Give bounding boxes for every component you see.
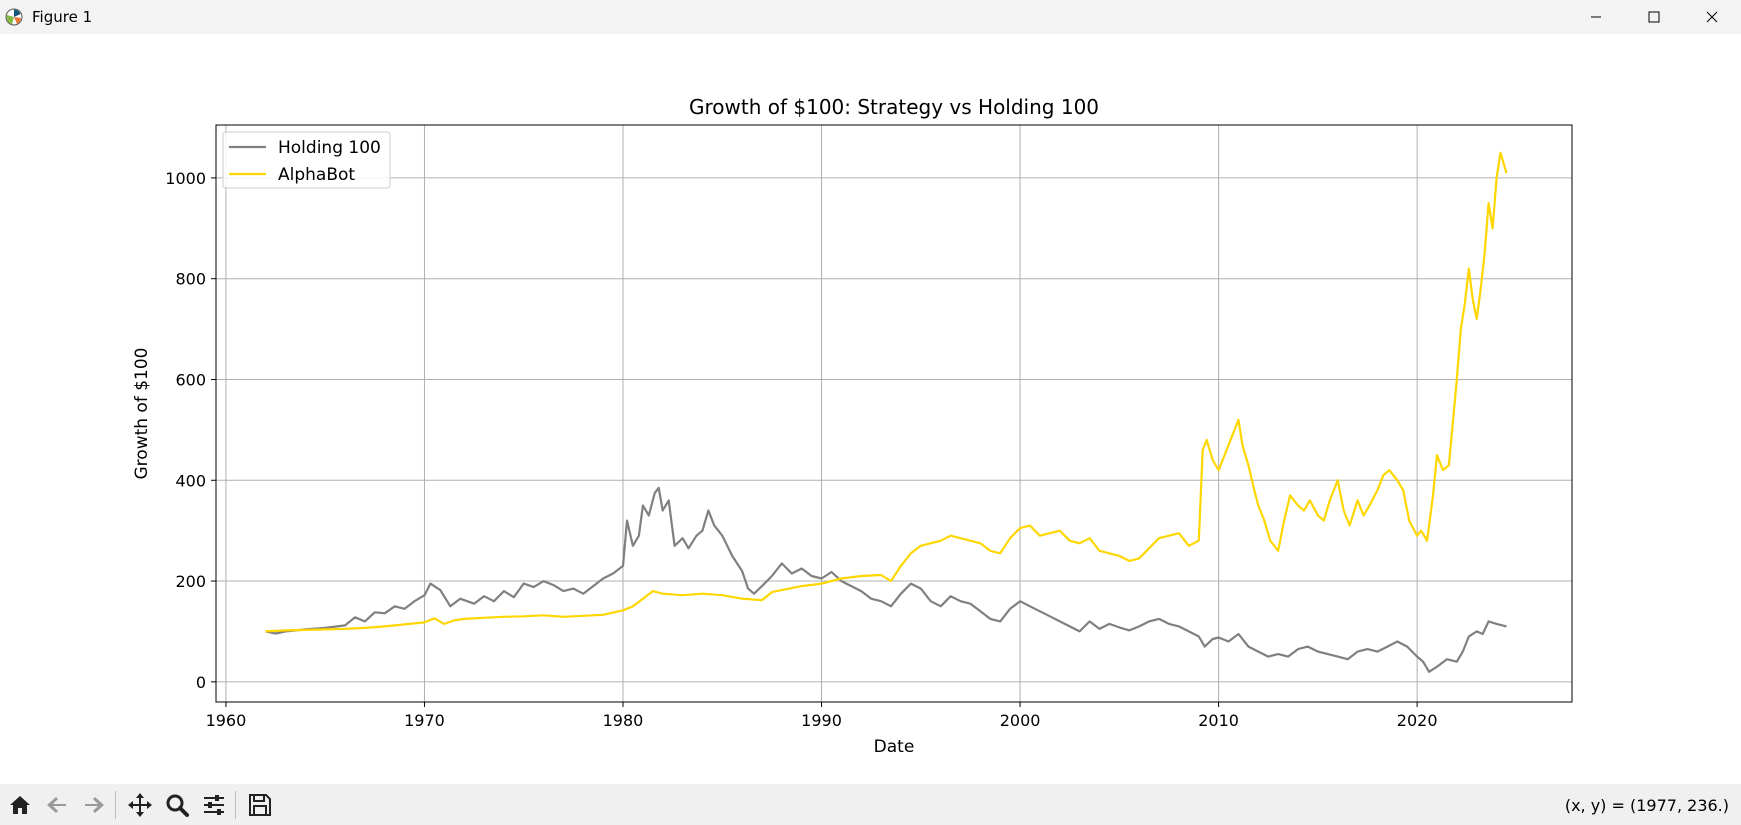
navigation-toolbar: (x, y) = (1977, 236.) (0, 784, 1741, 825)
forward-icon (85, 796, 104, 813)
zoom-button[interactable] (160, 788, 194, 822)
back-button[interactable] (40, 788, 74, 822)
y-tick-label: 400 (175, 471, 206, 490)
x-tick-label: 1960 (206, 711, 247, 730)
x-tick-label: 1990 (801, 711, 842, 730)
x-tick-label: 1970 (404, 711, 445, 730)
series-line-alphabot (265, 151, 1508, 633)
window-title: Figure 1 (32, 8, 93, 26)
back-icon (47, 796, 66, 813)
axis-ticks: 1960 1970 1980 1990 2000 2010 2020 0 200 400 600 80… (165, 169, 1437, 730)
minimize-button[interactable] (1567, 0, 1625, 34)
figure-canvas[interactable]: 1960 1970 1980 1990 2000 2010 2020 0 200 400 600 80… (0, 34, 1741, 784)
home-button[interactable] (3, 788, 37, 822)
maximize-icon (1648, 11, 1660, 23)
series-layer (265, 151, 1508, 673)
chart-title: Growth of $100: Strategy vs Holding 100 (689, 95, 1099, 119)
window-controls (1567, 0, 1741, 34)
matplotlib-app-icon (4, 7, 24, 27)
zoom-icon (166, 794, 189, 817)
y-tick-label: 1000 (165, 169, 206, 188)
home-icon (10, 795, 30, 814)
line-chart: 1960 1970 1980 1990 2000 2010 2020 0 200 400 600 80… (132, 95, 1573, 757)
toolbar-separator (235, 790, 236, 819)
maximize-button[interactable] (1625, 0, 1683, 34)
pan-icon (128, 792, 152, 817)
y-axis-label: Growth of $100 (132, 348, 152, 480)
x-tick-label: 2010 (1198, 711, 1239, 730)
configure-icon (204, 794, 224, 815)
close-icon (1706, 11, 1718, 23)
y-tick-label: 200 (175, 572, 206, 591)
y-tick-label: 0 (196, 673, 206, 692)
forward-button[interactable] (77, 788, 111, 822)
x-tick-label: 2000 (1000, 711, 1041, 730)
x-tick-label: 1980 (603, 711, 644, 730)
window-titlebar: Figure 1 (0, 0, 1741, 34)
toolbar-separator (115, 790, 116, 819)
minimize-icon (1591, 16, 1601, 18)
y-tick-label: 600 (175, 370, 206, 389)
configure-subplots-button[interactable] (197, 788, 231, 822)
save-icon (249, 793, 271, 816)
y-tick-label: 800 (175, 270, 206, 289)
cursor-coordinates: (x, y) = (1977, 236.) (1564, 796, 1729, 815)
grid-lines (216, 125, 1572, 702)
x-axis-label: Date (874, 737, 915, 757)
series-line-holding-100 (265, 486, 1507, 673)
pan-button[interactable] (123, 788, 157, 822)
close-button[interactable] (1683, 0, 1741, 34)
legend-label-alphabot: AlphaBot (278, 165, 355, 185)
x-tick-label: 2020 (1397, 711, 1438, 730)
save-button[interactable] (243, 788, 277, 822)
plot-frame (215, 124, 1573, 703)
legend: Holding 100 AlphaBot (222, 131, 391, 189)
legend-label-holding: Holding 100 (278, 138, 381, 158)
